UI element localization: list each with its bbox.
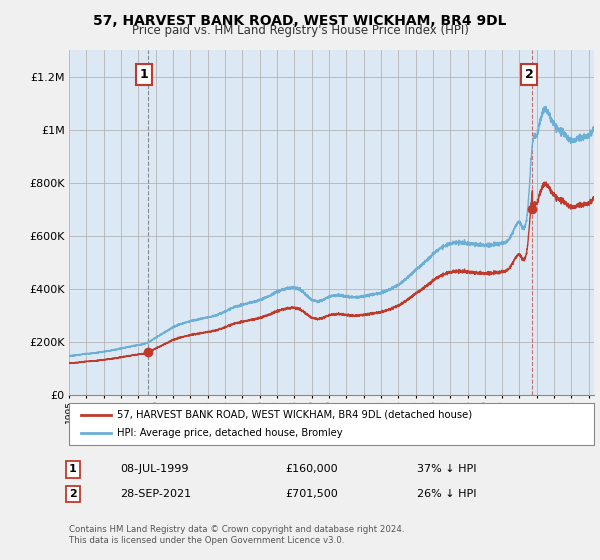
Text: Contains HM Land Registry data © Crown copyright and database right 2024.
This d: Contains HM Land Registry data © Crown c… bbox=[69, 525, 404, 545]
Text: 28-SEP-2021: 28-SEP-2021 bbox=[120, 489, 191, 499]
Text: £701,500: £701,500 bbox=[285, 489, 338, 499]
Text: 1: 1 bbox=[69, 464, 77, 474]
Text: 37% ↓ HPI: 37% ↓ HPI bbox=[417, 464, 476, 474]
Text: 1: 1 bbox=[140, 68, 149, 81]
Text: 57, HARVEST BANK ROAD, WEST WICKHAM, BR4 9DL (detached house): 57, HARVEST BANK ROAD, WEST WICKHAM, BR4… bbox=[117, 410, 472, 420]
Text: 26% ↓ HPI: 26% ↓ HPI bbox=[417, 489, 476, 499]
Text: HPI: Average price, detached house, Bromley: HPI: Average price, detached house, Brom… bbox=[117, 428, 343, 438]
Text: 2: 2 bbox=[69, 489, 77, 499]
Text: Price paid vs. HM Land Registry's House Price Index (HPI): Price paid vs. HM Land Registry's House … bbox=[131, 24, 469, 37]
Text: 2: 2 bbox=[524, 68, 533, 81]
Text: 57, HARVEST BANK ROAD, WEST WICKHAM, BR4 9DL: 57, HARVEST BANK ROAD, WEST WICKHAM, BR4… bbox=[93, 14, 507, 28]
Text: 08-JUL-1999: 08-JUL-1999 bbox=[120, 464, 188, 474]
Text: £160,000: £160,000 bbox=[285, 464, 338, 474]
